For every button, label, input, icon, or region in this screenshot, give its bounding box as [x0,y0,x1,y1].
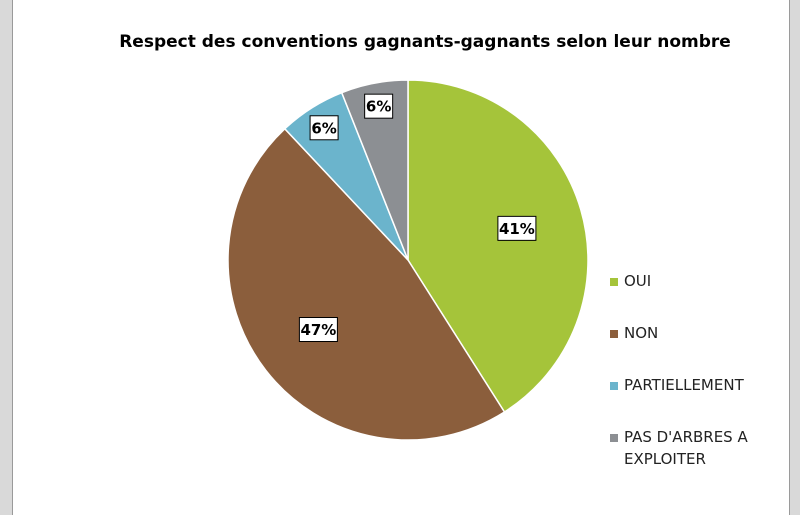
legend-item: PAS D'ARBRES A EXPLOITER [610,426,770,478]
legend-item: OUI [610,270,770,322]
legend-swatch [610,382,618,390]
legend: OUI NON PARTIELLEMENT PAS D'ARBRES A EXPLOI… [610,270,770,478]
data-label: 6% [366,98,391,116]
data-label-box [309,115,339,141]
data-label: 41% [499,220,535,238]
data-label: 6% [311,119,336,137]
legend-label: PAS D'ARBRES A EXPLOITER [624,428,748,468]
legend-swatch [610,330,618,338]
legend-item: NON [610,322,770,374]
data-label-box [364,93,394,119]
legend-label: OUI [624,272,652,290]
pie-slice [227,127,506,441]
pie-slice [340,79,409,261]
legend-label: PARTIELLEMENT [624,376,744,394]
legend-item: PARTIELLEMENT [610,374,770,426]
chart-title: Respect des conventions gagnants-gagnant… [119,32,731,52]
legend-swatch [610,278,618,286]
data-label: 47% [300,321,336,339]
legend-swatch [610,434,618,442]
data-label-box [497,215,537,241]
data-label-box [298,317,338,343]
legend-label: NON [624,324,659,342]
pie-slice [407,79,589,414]
